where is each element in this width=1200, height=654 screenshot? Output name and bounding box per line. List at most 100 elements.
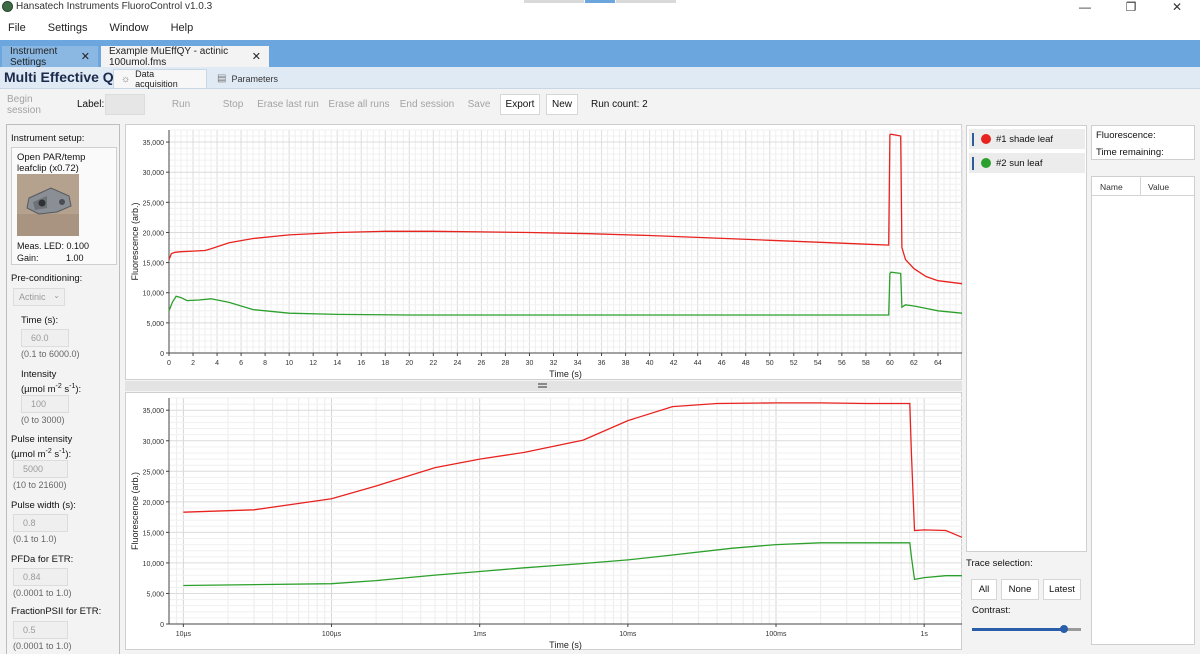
document-tab-bar: Instrument Settings ✕ Example MuEffQY - … [0,40,1200,68]
menu-window[interactable]: Window [109,22,149,34]
trace-selection-label: Trace selection: [966,558,1033,569]
x-tick-label: 100ms [766,631,788,638]
menu-settings[interactable]: Settings [47,22,88,34]
log-time-chart: 0 5,000 10,000 15,000 20,000 25,000 30,000 35,0… [130,397,963,650]
x-tick-label: 10ms [619,631,637,638]
pulse-intensity-range: (10 to 21600) [13,480,67,490]
intensity-input[interactable]: 100 [21,395,69,413]
app-icon [2,1,13,12]
x-tick-label: 100µs [322,631,342,638]
tab-label: Instrument Settings [10,45,58,68]
export-button[interactable]: Export [500,94,540,115]
selection-marker [972,156,974,170]
series-line--2-sun-leaf [183,542,962,587]
title-bar: Hansatech Instruments FluoroControl v1.0… [0,0,1200,16]
contrast-slider-track[interactable] [1066,628,1081,631]
run-button[interactable]: Run [171,99,191,110]
x-tick-label: 1s [920,631,928,638]
splitter-handle-icon [538,383,547,388]
menu-help[interactable]: Help [170,22,194,34]
x-tick-label: 38 [622,360,630,367]
x-tick-label: 24 [453,360,461,367]
select-all-button[interactable]: All [971,579,997,600]
x-tick-label: 26 [477,360,485,367]
title-hint-bar [616,0,676,3]
minimize-button[interactable]: — [1079,0,1091,14]
pulse-width-range: (0.1 to 1.0) [13,534,57,544]
column-value[interactable]: Value [1148,182,1170,192]
pfda-label: PFDa for ETR: [11,554,74,565]
x-tick-label: 4 [215,360,219,367]
end-session-button[interactable]: End session [399,99,455,110]
x-tick-label: 46 [718,360,726,367]
title-hint-bar-active [585,0,615,3]
select-none-button[interactable]: None [1001,579,1039,600]
column-separator [1140,177,1141,196]
x-tick-label: 30 [526,360,534,367]
y-tick-label: 25,000 [143,200,165,207]
pfda-input[interactable]: 0.84 [13,568,68,586]
preconditioning-select[interactable]: Actinic ⌄ [13,288,65,306]
grid-icon: ▤ [217,73,227,84]
plot-splitter[interactable] [125,381,962,391]
fraction-psii-range: (0.0001 to 1.0) [13,641,72,651]
x-tick-label: 56 [838,360,846,367]
linear-time-plot[interactable]: 0 5,000 10,000 15,000 20,000 25,000 30,000 35,0… [125,124,963,380]
y-tick-label: 30,000 [143,170,165,177]
log-time-plot[interactable]: 0 5,000 10,000 15,000 20,000 25,000 30,000 35,0… [125,392,963,650]
close-icon[interactable]: ✕ [80,51,90,63]
instrument-setup-label: Instrument setup: [11,133,85,144]
x-tick-label: 0 [167,360,171,367]
tab-data-acquisition[interactable]: ☼ Data acquisition [113,69,207,89]
fraction-psii-label: FractionPSII for ETR: [11,606,102,617]
time-label: Time (s): [21,315,59,326]
pulse-width-input[interactable]: 0.8 [13,514,68,532]
y-tick-label: 20,000 [143,230,165,237]
x-tick-label: 10µs [176,631,192,638]
x-tick-label: 34 [574,360,582,367]
gain-label: Gain: [17,253,39,263]
tab-parameters[interactable]: ▤ Parameters [210,69,278,88]
new-button[interactable]: New [546,94,578,115]
erase-all-runs-button[interactable]: Erase all runs [328,99,390,110]
x-tick-label: 14 [333,360,341,367]
settings-sidebar: Instrument setup: Open PAR/temp leafclip… [6,124,120,654]
lightbulb-icon: ☼ [121,73,131,85]
x-tick-label: 6 [239,360,243,367]
close-icon[interactable]: ✕ [251,51,261,63]
fraction-psii-input[interactable]: 0.5 [13,621,68,639]
contrast-slider-thumb[interactable] [1059,625,1068,633]
pulse-intensity-label: Pulse intensity [11,434,73,445]
pulse-intensity-unit-label: (µmol m-2 s-1): [11,448,72,461]
tab-example-file[interactable]: Example MuEffQY - actinic 100umol.fms ✕ [101,46,269,68]
run-count: Run count: 2 [591,99,648,110]
close-button[interactable]: ✕ [1171,0,1183,14]
preconditioning-label: Pre-conditioning: [11,273,83,284]
erase-last-run-button[interactable]: Erase last run [257,99,319,110]
legend-label: #1 shade leaf [996,133,1054,145]
stop-button[interactable]: Stop [222,99,244,110]
maximize-button[interactable]: ❐ [1125,0,1137,14]
save-button[interactable]: Save [467,99,491,110]
begin-session-button[interactable]: Begin session [7,93,41,116]
meas-led-value: Meas. LED: 0.100 [17,241,90,251]
intensity-label: Intensity [21,369,57,380]
contrast-slider-fill[interactable] [972,628,1064,631]
tab-label: Data acquisition [135,69,178,89]
time-input[interactable]: 60.0 [21,329,69,347]
legend-item-shade-leaf[interactable]: #1 shade leaf [969,129,1085,149]
label-input[interactable] [105,94,145,115]
legend-item-sun-leaf[interactable]: #2 sun leaf [969,153,1085,173]
tab-label: Parameters [231,73,278,84]
column-name[interactable]: Name [1100,182,1123,192]
time-remaining-label: Time remaining: [1096,147,1164,158]
menu-file[interactable]: File [8,22,26,34]
instrument-setup-card[interactable]: Open PAR/temp leafclip (x0.72) Meas. LED… [11,147,117,265]
select-latest-button[interactable]: Latest [1043,579,1081,600]
series-color-icon [981,134,991,144]
pulse-intensity-input[interactable]: 5000 [13,460,68,478]
window-title: Hansatech Instruments FluoroControl v1.0… [16,1,213,12]
tab-instrument-settings[interactable]: Instrument Settings ✕ [2,45,98,68]
x-tick-label: 48 [742,360,750,367]
page-header: Multi Effective QY ☼ Data acquisition ▤ … [0,67,1200,89]
